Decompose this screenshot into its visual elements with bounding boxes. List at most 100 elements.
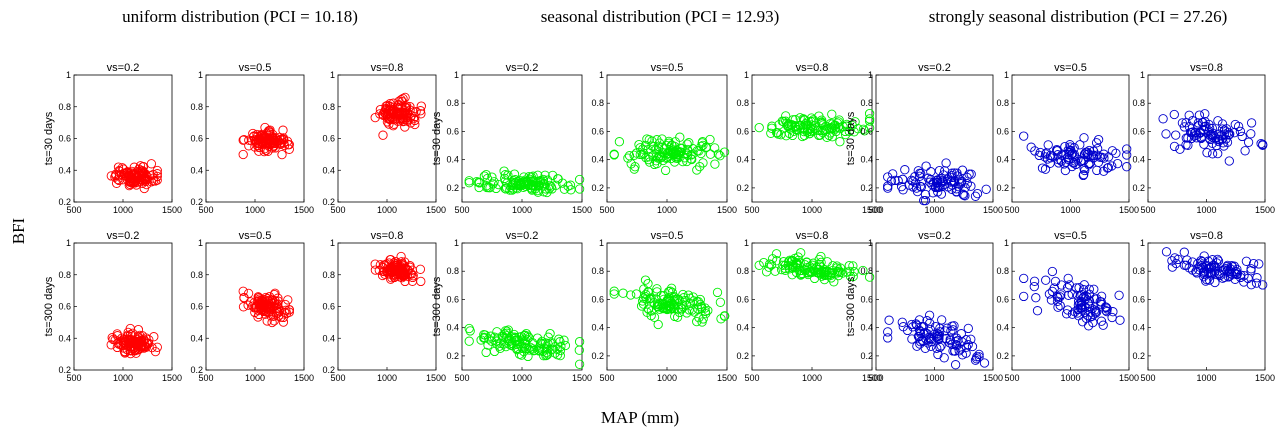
data-point (1212, 258, 1222, 268)
y-tick-label: 0.4 (1132, 155, 1145, 165)
data-point (675, 132, 685, 142)
data-point (1096, 291, 1107, 301)
data-point (767, 121, 777, 131)
data-point (1167, 262, 1178, 272)
data-point (1083, 149, 1093, 159)
data-point (652, 301, 662, 311)
data-point (951, 184, 962, 194)
data-point (274, 132, 285, 143)
data-point (653, 153, 663, 163)
data-point (805, 128, 815, 139)
x-tick-label: 1000 (377, 205, 397, 215)
data-point (474, 182, 484, 193)
data-point (1239, 277, 1249, 287)
data-point (816, 251, 826, 262)
panel-title: vs=0.2 (107, 230, 140, 242)
y-tick-label: 1 (744, 70, 749, 80)
data-point (142, 338, 152, 348)
data-point (1251, 278, 1262, 288)
y-tick-label: 0.8 (58, 102, 71, 112)
row-label: ts=300 days (845, 276, 857, 336)
data-point (688, 144, 698, 154)
data-point (1079, 133, 1089, 143)
y-tick-label: 0.6 (860, 294, 873, 304)
data-point (926, 341, 936, 351)
data-point (935, 323, 945, 334)
data-point (918, 321, 929, 332)
data-point (379, 107, 389, 118)
data-point (972, 188, 983, 199)
data-point (260, 132, 271, 142)
data-point (1053, 293, 1063, 303)
data-point (926, 174, 936, 185)
x-tick-label: 1000 (113, 205, 133, 215)
y-tick-label: 0.6 (996, 126, 1009, 136)
y-tick-label: 0.8 (190, 102, 203, 112)
data-point (829, 125, 839, 135)
data-point (940, 326, 950, 336)
scatter-panel: vs=0.2 500 1000 1500 0.2 0.4 0.6 0.8 1 ts=30 days (431, 62, 592, 215)
data-point (517, 335, 528, 345)
data-point (970, 191, 981, 201)
data-point (950, 346, 960, 356)
data-point (397, 113, 407, 124)
data-point (152, 342, 162, 352)
data-point (646, 293, 656, 303)
data-point (535, 175, 546, 186)
data-point (152, 165, 162, 176)
data-point (139, 343, 149, 353)
y-tick-label: 0.6 (996, 294, 1009, 304)
y-axis-label: BFI (9, 217, 28, 244)
data-point (559, 335, 569, 345)
data-point (914, 315, 925, 325)
data-point (493, 179, 504, 190)
data-point (270, 288, 280, 298)
data-point (883, 183, 893, 193)
x-tick-label: 1500 (1119, 373, 1139, 383)
data-point (829, 277, 839, 287)
y-tick-label: 0.2 (190, 365, 203, 375)
data-point (1240, 146, 1250, 156)
data-point (655, 304, 665, 314)
data-point (1091, 138, 1102, 148)
data-point (391, 260, 402, 271)
data-point (1065, 142, 1075, 152)
row-label: ts=30 days (845, 111, 857, 165)
group-title-seasonal: seasonal distribution (PCI = 12.93) (541, 7, 780, 26)
data-point (1099, 149, 1109, 159)
data-point (556, 341, 566, 352)
y-tick-label: 1 (744, 238, 749, 248)
data-point (416, 101, 426, 111)
scatter-panel: vs=0.2 500 1000 1500 0.2 0.4 0.6 0.8 1 ts=30 days (43, 62, 182, 215)
data-point (696, 148, 706, 159)
data-point (130, 345, 140, 355)
data-point (666, 140, 677, 150)
x-tick-label: 1000 (802, 373, 822, 383)
y-tick-label: 0.6 (860, 126, 873, 136)
data-point (668, 292, 678, 303)
data-point (574, 359, 585, 369)
data-point (1050, 276, 1061, 287)
data-point (1207, 149, 1218, 159)
data-point (925, 334, 935, 344)
data-point (864, 116, 875, 126)
data-point (1101, 305, 1111, 316)
y-tick-label: 0.4 (860, 155, 873, 165)
data-point (1197, 257, 1207, 267)
panel-frame (1011, 74, 1130, 203)
data-point (238, 302, 249, 312)
x-axis-label: MAP (mm) (601, 408, 679, 427)
x-tick-label: 1500 (294, 205, 314, 215)
data-point (1210, 277, 1220, 288)
data-point (981, 184, 991, 194)
data-point (113, 338, 123, 348)
data-point (832, 261, 842, 271)
data-point (966, 169, 976, 179)
data-point (1199, 272, 1209, 282)
data-point (476, 335, 486, 345)
data-point (640, 275, 651, 285)
data-point (525, 342, 535, 352)
y-tick-label: 1 (330, 238, 335, 248)
data-point (555, 350, 565, 361)
data-point (539, 187, 549, 197)
